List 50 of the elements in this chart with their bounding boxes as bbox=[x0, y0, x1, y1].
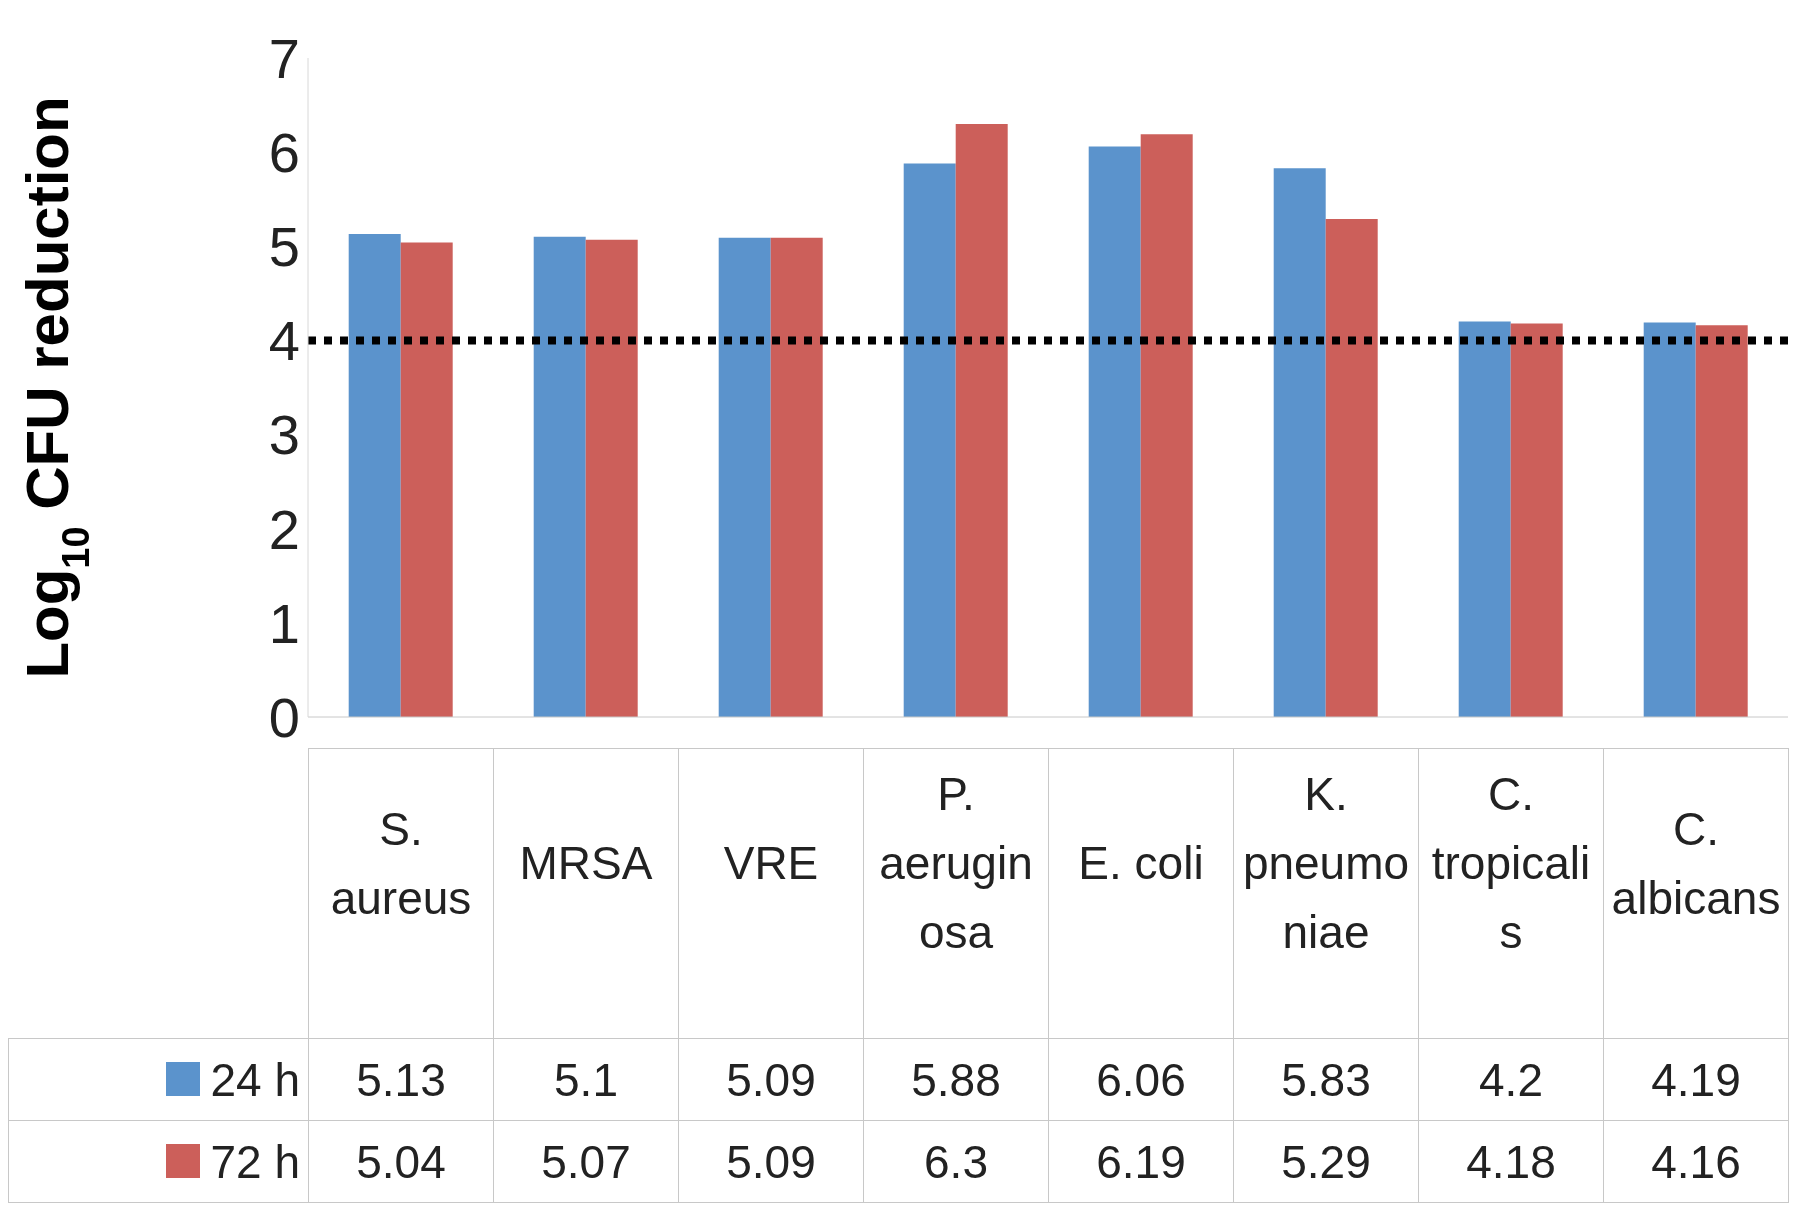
x-tick-label: P. aeruginosa bbox=[863, 718, 1049, 1009]
y-tick-label: 5 bbox=[268, 215, 300, 279]
bar bbox=[1088, 146, 1141, 717]
bar bbox=[955, 123, 1008, 717]
data-label: 5.04 bbox=[308, 1120, 494, 1203]
legend-label: 72 h bbox=[209, 1135, 300, 1188]
bar bbox=[400, 242, 453, 717]
y-tick-label: 2 bbox=[268, 497, 300, 561]
bar bbox=[533, 236, 586, 717]
bar bbox=[1273, 168, 1326, 717]
data-label: 4.18 bbox=[1418, 1120, 1604, 1203]
x-tick-label: VRE bbox=[678, 718, 864, 1009]
x-tick-label: C. tropicalis bbox=[1418, 718, 1604, 1009]
data-label: 5.1 bbox=[493, 1038, 679, 1121]
data-label: 5.83 bbox=[1233, 1038, 1419, 1121]
x-tick-label: S. aureus bbox=[308, 718, 494, 1009]
data-label: 5.13 bbox=[308, 1038, 494, 1121]
data-label: 5.29 bbox=[1233, 1120, 1419, 1203]
data-label: 5.09 bbox=[678, 1120, 864, 1203]
data-label: 5.88 bbox=[863, 1038, 1049, 1121]
bar bbox=[1140, 134, 1193, 717]
x-tick-label: E. coli bbox=[1048, 718, 1234, 1009]
bar bbox=[903, 163, 956, 717]
legend-label: 24 h bbox=[209, 1053, 300, 1106]
data-label: 5.09 bbox=[678, 1038, 864, 1121]
data-label: 6.06 bbox=[1048, 1038, 1234, 1121]
data-label: 6.3 bbox=[863, 1120, 1049, 1203]
data-label: 5.07 bbox=[493, 1120, 679, 1203]
bar bbox=[1643, 322, 1696, 717]
x-tick-label: MRSA bbox=[493, 718, 679, 1009]
data-label: 4.16 bbox=[1603, 1120, 1789, 1203]
bar bbox=[1325, 218, 1378, 717]
bar bbox=[1458, 321, 1511, 717]
bar bbox=[770, 237, 823, 717]
y-tick-label: 3 bbox=[268, 403, 300, 467]
data-label: 6.19 bbox=[1048, 1120, 1234, 1203]
bar bbox=[1510, 323, 1563, 717]
y-tick-label: 6 bbox=[268, 121, 300, 185]
bar bbox=[348, 234, 401, 717]
y-tick-label: 4 bbox=[268, 309, 300, 373]
y-tick-label: 7 bbox=[268, 26, 300, 90]
x-tick-label: K. pneumoniae bbox=[1233, 718, 1419, 1009]
y-tick-label: 0 bbox=[268, 685, 300, 749]
bar bbox=[1695, 325, 1748, 717]
bar bbox=[585, 239, 638, 717]
data-label: 4.2 bbox=[1418, 1038, 1604, 1121]
y-tick-label: 1 bbox=[268, 591, 300, 655]
data-label: 4.19 bbox=[1603, 1038, 1789, 1121]
bar bbox=[718, 237, 771, 717]
x-tick-label: C. albicans bbox=[1603, 718, 1789, 1009]
